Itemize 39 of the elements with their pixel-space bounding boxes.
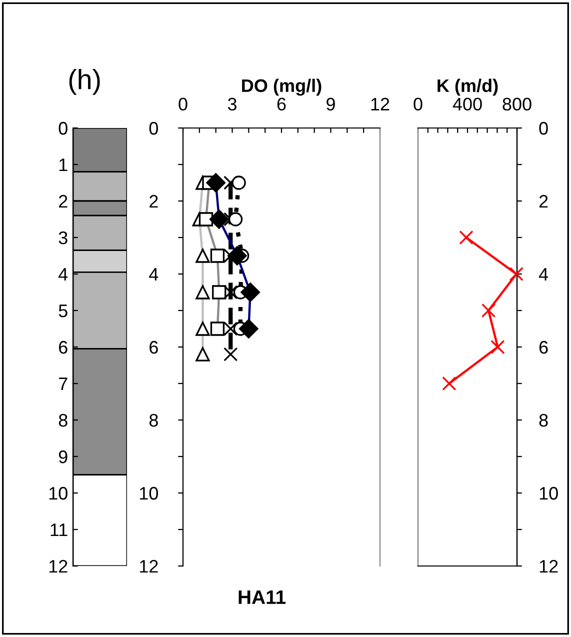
x-tick-label: 400 [452,98,482,111]
chart-title: K (m/d) [438,78,498,96]
y-tick-label: 2 [59,194,68,208]
y2-tick-label: 4 [538,268,548,281]
y-tick-label: 2 [150,194,158,208]
y-tick-label: 12 [140,560,158,573]
y2-tick-label: 8 [539,414,548,427]
y-tick-label: 6 [150,340,158,354]
x-tick-label: 0 [178,98,188,111]
y-tick-label: 0 [58,122,68,135]
y2-tick-label: 6 [539,340,548,354]
y-tick-label: 0 [149,122,158,135]
x-tick-label: 9 [326,98,335,111]
y-tick-label: 9 [58,450,68,464]
y-tick-label: 10 [140,486,158,500]
y-tick-label: 12 [49,560,68,573]
chart-title: DO (mg/l) [242,78,322,96]
y-tick-label: 8 [149,414,158,427]
y-tick-label: 4 [58,268,68,281]
y2-tick-label: 0 [539,122,548,135]
x-tick-label: 12 [371,98,390,110]
y-tick-label: 6 [59,340,68,354]
y-tick-label: 7 [59,378,68,390]
x-tick-label: 6 [277,98,286,111]
y2-tick-label: 12 [540,560,558,573]
y-tick-label: 5 [58,304,68,318]
x-tick-label: 3 [228,98,236,111]
chart-title: (h) [69,68,100,95]
y-tick-label: 3 [58,231,68,244]
text: HA11 [238,590,286,604]
y-tick-label: 8 [58,414,68,427]
y-tick-label: 11 [50,524,68,536]
x-tick-label: 0 [414,98,422,111]
y2-tick-label: 10 [540,486,558,500]
x-tick-label: 800 [502,98,532,111]
y-tick-label: 10 [49,486,68,500]
y-tick-label: 1 [59,158,68,172]
y2-tick-label: 2 [539,194,548,208]
y-tick-label: 4 [149,268,158,281]
